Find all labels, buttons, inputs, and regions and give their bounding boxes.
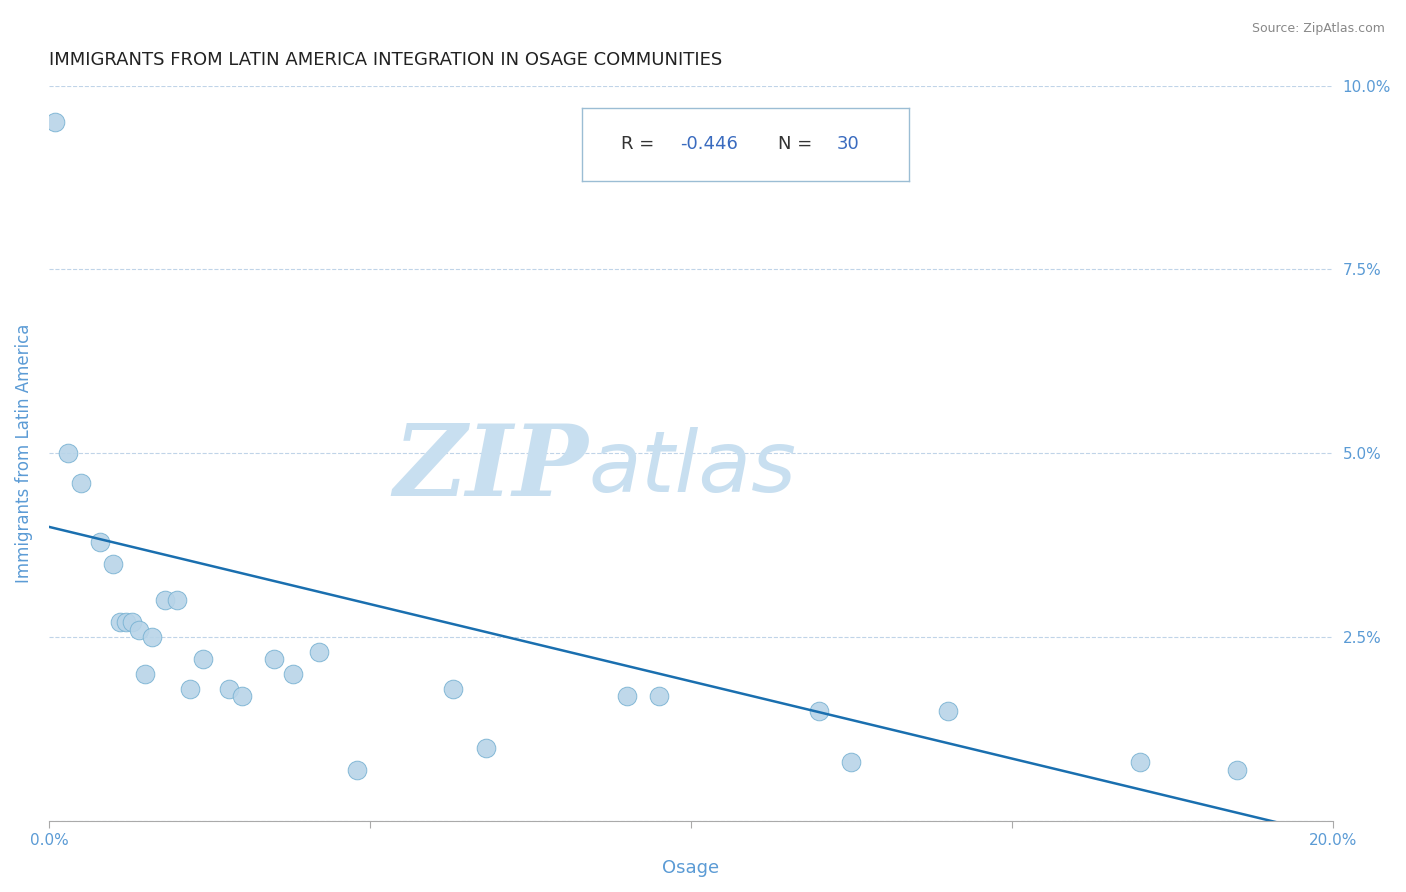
X-axis label: Osage: Osage bbox=[662, 859, 720, 877]
Point bbox=[58, 446, 80, 460]
Point bbox=[115, 615, 138, 630]
Point bbox=[616, 689, 638, 703]
Point bbox=[166, 593, 188, 607]
Point bbox=[191, 652, 214, 666]
Point bbox=[648, 689, 671, 703]
Point bbox=[218, 681, 240, 696]
Point bbox=[441, 681, 464, 696]
Text: Source: ZipAtlas.com: Source: ZipAtlas.com bbox=[1251, 22, 1385, 36]
Point bbox=[308, 645, 330, 659]
Point bbox=[153, 593, 176, 607]
Point bbox=[179, 681, 201, 696]
Point bbox=[841, 756, 863, 770]
Point bbox=[346, 763, 368, 777]
Point bbox=[101, 557, 124, 571]
Point bbox=[808, 704, 831, 718]
Y-axis label: Immigrants from Latin America: Immigrants from Latin America bbox=[15, 324, 32, 583]
Point bbox=[1226, 763, 1249, 777]
Point bbox=[89, 534, 111, 549]
Text: atlas: atlas bbox=[588, 426, 796, 509]
Point bbox=[1129, 756, 1152, 770]
Text: ZIP: ZIP bbox=[394, 420, 588, 516]
Text: IMMIGRANTS FROM LATIN AMERICA INTEGRATION IN OSAGE COMMUNITIES: IMMIGRANTS FROM LATIN AMERICA INTEGRATIO… bbox=[49, 51, 723, 69]
Point bbox=[231, 689, 253, 703]
Point bbox=[936, 704, 959, 718]
Point bbox=[44, 115, 66, 129]
Point bbox=[134, 667, 156, 681]
Point bbox=[70, 475, 93, 490]
Point bbox=[263, 652, 285, 666]
Point bbox=[108, 615, 131, 630]
Point bbox=[121, 615, 143, 630]
Point bbox=[474, 740, 496, 755]
Point bbox=[281, 667, 304, 681]
Point bbox=[141, 630, 163, 644]
Point bbox=[128, 623, 150, 637]
